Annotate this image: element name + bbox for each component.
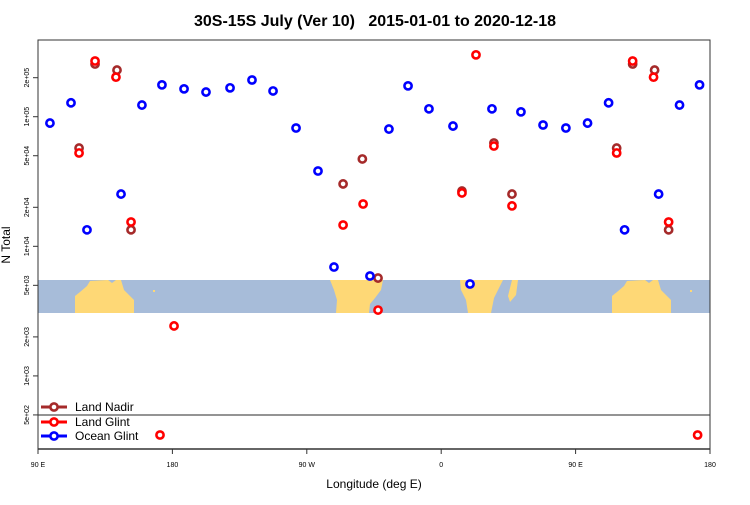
point-ocean-glint — [179, 83, 189, 94]
point-land-glint — [457, 188, 467, 198]
point-land-glint — [338, 220, 348, 230]
point-ocean-glint — [560, 123, 571, 133]
point-ocean-glint — [516, 106, 526, 117]
point-ocean-glint — [268, 86, 278, 96]
point-ocean-glint — [403, 80, 413, 91]
point-land-glint — [358, 199, 368, 209]
point-land-glint — [74, 148, 84, 158]
data-points — [45, 49, 705, 440]
legend-label: Land Nadir — [75, 400, 134, 414]
point-ocean-glint — [674, 100, 685, 110]
x-axis: 90 E 180 90 W 0 90 E 180 — [31, 448, 716, 469]
point-ocean-glint — [137, 100, 147, 110]
y-tick-label: 5e+02 — [24, 405, 31, 425]
x-tick-label: 0 — [439, 462, 443, 469]
point-ocean-glint — [225, 82, 235, 93]
point-land-nadir — [663, 224, 674, 235]
point-ocean-glint — [424, 103, 434, 114]
point-ocean-glint — [538, 120, 548, 130]
x-axis-label: Longitude (deg E) — [326, 477, 421, 491]
point-land-glint — [663, 217, 674, 227]
y-tick-label: 5e+04 — [24, 146, 31, 166]
legend-item-land-glint: Land Glint — [41, 415, 130, 429]
x-tick-label: 180 — [167, 462, 179, 469]
point-land-glint — [611, 148, 622, 158]
point-ocean-glint — [603, 97, 614, 108]
y-axis: 2e+05 1e+05 5e+04 2e+04 1e+04 5e+03 2e+03 1e+03… — [24, 68, 38, 425]
point-land-nadir — [126, 224, 136, 235]
point-land-glint — [126, 217, 136, 227]
point-land-glint — [169, 321, 179, 331]
point-land-glint — [692, 430, 703, 440]
y-tick-label: 2e+03 — [24, 327, 31, 347]
y-tick-label: 1e+03 — [24, 366, 31, 386]
point-ocean-glint — [487, 103, 497, 114]
point-ocean-glint — [82, 224, 92, 235]
australia-land-repeat — [612, 280, 671, 313]
point-land-nadir — [507, 189, 517, 199]
point-ocean-glint — [448, 121, 458, 131]
island — [153, 290, 155, 292]
point-ocean-glint — [329, 262, 339, 272]
legend-item-land-nadir: Land Nadir — [41, 400, 134, 414]
south-america-land — [330, 280, 383, 313]
point-land-glint — [648, 72, 659, 83]
point-land-glint — [155, 430, 165, 440]
point-ocean-glint — [619, 224, 630, 235]
x-tick-label: 90 E — [568, 462, 583, 469]
point-ocean-glint — [653, 189, 664, 199]
island — [690, 290, 692, 292]
australia-land — [75, 280, 134, 313]
point-ocean-glint — [313, 166, 323, 176]
point-ocean-glint — [66, 97, 76, 108]
legend-marker — [49, 417, 59, 427]
madagascar-land — [508, 280, 518, 302]
point-ocean-glint — [247, 75, 257, 85]
y-tick-label: 1e+04 — [24, 236, 31, 256]
point-land-glint — [90, 56, 100, 66]
point-land-glint — [373, 305, 383, 315]
point-land-glint — [507, 201, 517, 211]
x-tick-label: 180 — [704, 462, 716, 469]
point-ocean-glint — [157, 79, 167, 90]
series-land-glint — [74, 49, 703, 440]
legend-marker — [49, 402, 59, 412]
point-ocean-glint — [694, 79, 705, 90]
point-ocean-glint — [291, 123, 301, 133]
point-land-glint — [471, 49, 481, 60]
point-ocean-glint — [384, 124, 394, 134]
point-land-nadir — [373, 273, 383, 283]
point-ocean-glint — [201, 87, 211, 97]
legend-label: Ocean Glint — [75, 429, 139, 443]
point-ocean-glint — [116, 189, 126, 199]
x-tick-label: 90 E — [31, 462, 46, 469]
point-ocean-glint — [365, 271, 375, 281]
point-ocean-glint — [465, 279, 475, 289]
y-tick-label: 2e+05 — [24, 68, 31, 88]
legend-label: Land Glint — [75, 415, 130, 429]
point-ocean-glint — [45, 118, 55, 128]
x-tick-label: 90 W — [299, 462, 316, 469]
y-tick-label: 2e+04 — [24, 197, 31, 217]
point-land-nadir — [357, 154, 368, 164]
series-ocean-glint — [45, 75, 705, 289]
point-land-glint — [489, 141, 499, 151]
chart-title: 30S-15S July (Ver 10) 2015-01-01 to 2020… — [194, 13, 556, 30]
point-ocean-glint — [582, 118, 593, 128]
y-tick-label: 1e+05 — [24, 107, 31, 127]
point-land-glint — [627, 56, 638, 66]
y-tick-label: 5e+03 — [24, 275, 31, 295]
series-land-nadir — [74, 59, 674, 283]
legend-marker — [49, 431, 59, 441]
legend-item-ocean-glint: Ocean Glint — [41, 429, 139, 443]
point-land-nadir — [338, 179, 348, 189]
point-land-glint — [111, 72, 121, 83]
y-axis-label: N Total — [0, 226, 13, 263]
